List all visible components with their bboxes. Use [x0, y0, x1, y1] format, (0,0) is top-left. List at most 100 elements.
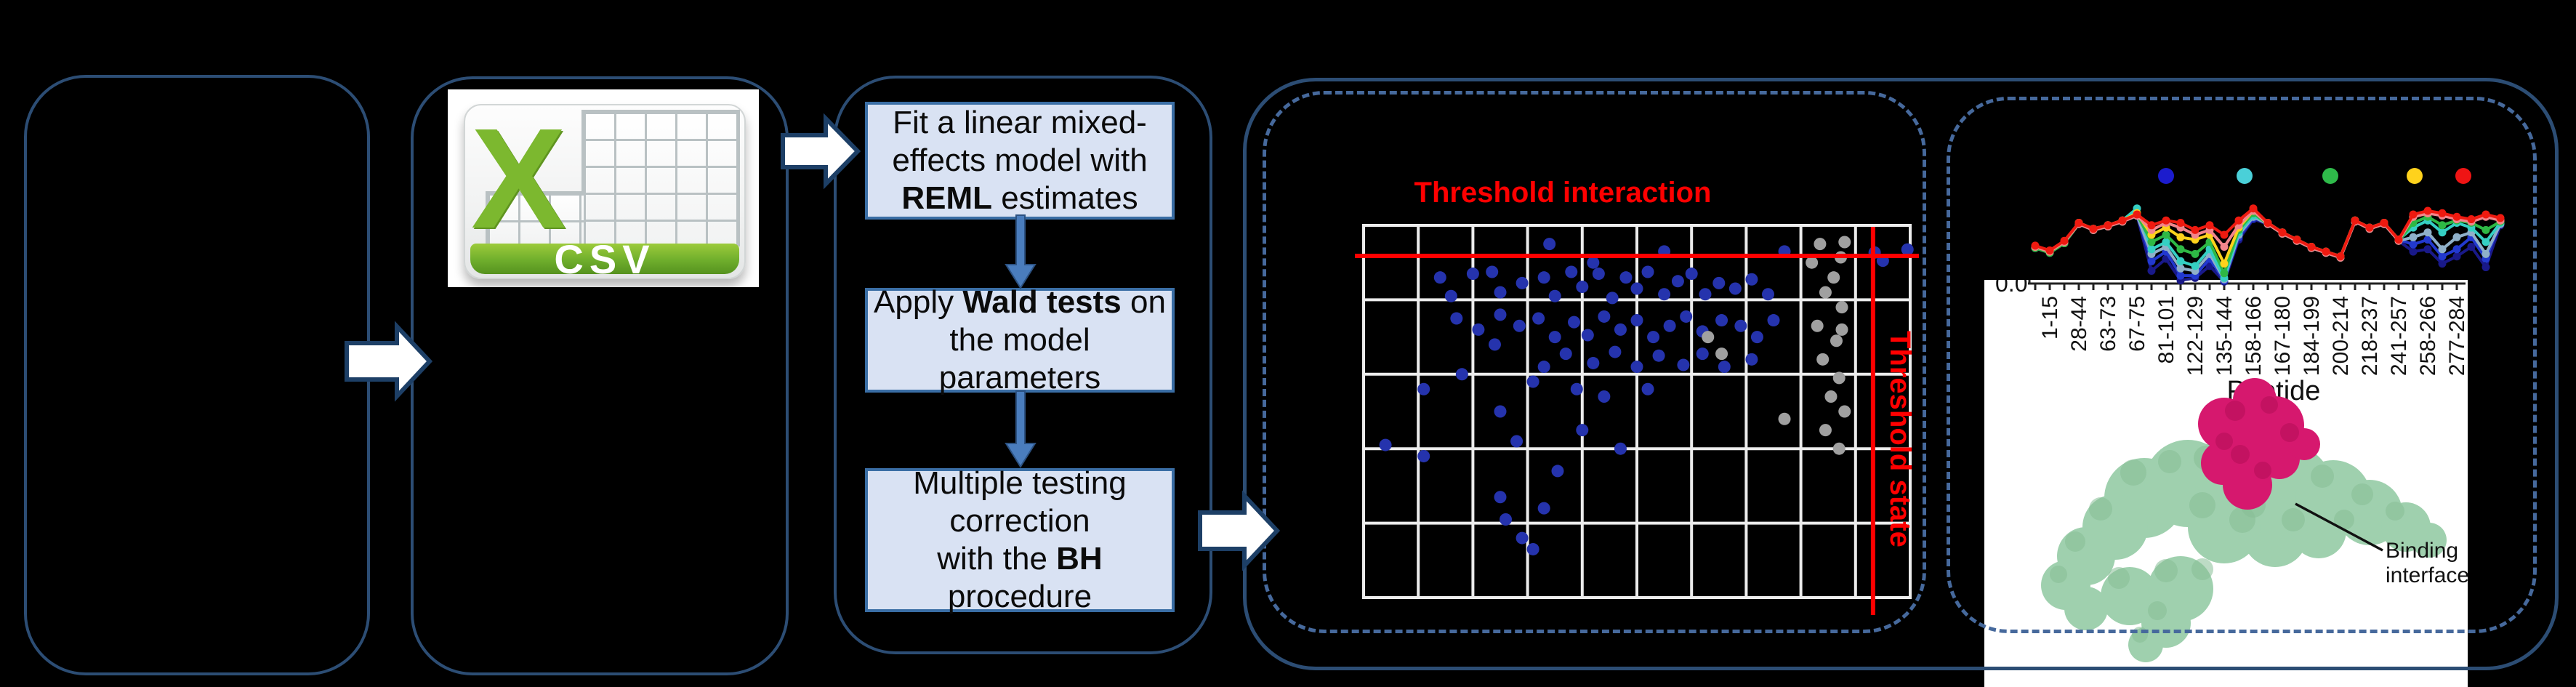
flow-step-line: Apply Wald tests on — [874, 284, 1166, 321]
scatter-point-significant — [1614, 442, 1627, 455]
flow-step-bh: Multiple testing correction with the BH pr… — [865, 465, 1175, 614]
scatter-point-significant — [1494, 405, 1507, 418]
scatter-point-nonsignificant — [1715, 347, 1728, 361]
scatter-point-nonsignificant — [1778, 412, 1791, 425]
flow-down-arrow-1 — [1005, 214, 1037, 289]
scatter-point-significant — [1379, 438, 1392, 451]
scatter-point-nonsignificant — [1832, 442, 1846, 455]
scatter-point-significant — [1767, 314, 1780, 327]
scatter-point-significant — [1472, 323, 1485, 336]
binding-interface-pointer-line — [2295, 502, 2383, 552]
csv-card: X CSV — [464, 99, 746, 282]
scatter-point-significant — [1609, 345, 1622, 358]
interaction-scatter-plot: Threshold interaction Threshold state — [1355, 177, 1919, 615]
results-outer-box — [1243, 78, 2559, 670]
threshold-interaction-label: Threshold interaction — [1414, 177, 1712, 209]
scatter-point-significant — [1641, 382, 1654, 395]
peptide-tick-label: 1-15 — [2038, 296, 2062, 340]
scatter-point-nonsignificant — [1816, 353, 1830, 366]
peptide-tick-label: 28-44 — [2067, 296, 2091, 352]
scatter-point-significant — [1587, 356, 1600, 369]
scatter-point-nonsignificant — [1811, 319, 1824, 332]
scatter-point-significant — [1417, 382, 1430, 395]
scatter-point-significant — [1630, 314, 1643, 327]
scatter-point-significant — [1576, 280, 1589, 293]
scatter-point-significant — [1537, 361, 1550, 374]
scatter-point-significant — [1526, 375, 1539, 388]
peptide-tick-label: 167-180 — [2271, 296, 2295, 376]
peptide-tick-label: 218-237 — [2358, 296, 2382, 376]
scatter-point-significant — [1559, 347, 1572, 361]
legend-dot — [2158, 168, 2174, 184]
scatter-point-significant — [1494, 491, 1507, 504]
scatter-point-nonsignificant — [1806, 256, 1819, 269]
scatter-point-significant — [1750, 331, 1763, 344]
scatter-point-significant — [1516, 531, 1529, 545]
scatter-point-significant — [1466, 268, 1479, 281]
block-arrow-2 — [781, 113, 861, 190]
scatter-point-significant — [1901, 243, 1914, 256]
block-arrow-3 — [1198, 490, 1281, 571]
stage-box-3-stats — [834, 76, 1212, 654]
scatter-point-significant — [1526, 542, 1539, 555]
csv-grid-large — [581, 110, 740, 246]
scatter-point-significant — [1761, 288, 1774, 301]
binding-interface-label-line1: Binding — [2386, 539, 2458, 563]
scatter-point-significant — [1532, 312, 1545, 325]
scatter-point-significant — [1715, 314, 1728, 327]
uptake-series-red — [2031, 204, 2505, 261]
scatter-point-significant — [1581, 329, 1594, 342]
peptide-axis-and-protein: 0.0 1-15 28-44 63-73 67-75 81-101 122-129 135-1… — [1995, 280, 2468, 662]
uptake-line-chart — [2031, 168, 2505, 286]
scatter-point-significant — [1510, 435, 1524, 448]
scatter-point-significant — [1728, 282, 1742, 295]
scatter-point-significant — [1658, 288, 1671, 301]
scatter-point-significant — [1641, 265, 1654, 278]
y-axis-tick-0: 0.0 — [1995, 280, 2027, 297]
peptide-tick-label: 67-75 — [2125, 296, 2149, 352]
scatter-point-significant — [1537, 502, 1550, 515]
csv-file-image: X CSV — [448, 89, 759, 287]
scatter-point-significant — [1680, 310, 1693, 323]
result-box-scatter — [1263, 91, 1926, 633]
peptide-tick-label: 135-144 — [2213, 296, 2237, 376]
scatter-point-significant — [1598, 310, 1611, 323]
scatter-point-significant — [1630, 361, 1643, 374]
scatter-point-significant — [1486, 265, 1499, 278]
scatter-point-significant — [1548, 331, 1561, 344]
peptide-tick-label: 63-73 — [2096, 296, 2120, 352]
flow-step-line: Multiple testing — [913, 465, 1127, 502]
scatter-point-significant — [1494, 286, 1507, 299]
flow-down-arrow-2 — [1005, 390, 1037, 468]
scatter-point-significant — [1663, 319, 1676, 332]
scatter-point-nonsignificant — [1827, 271, 1840, 284]
scatter-point-significant — [1494, 308, 1507, 321]
legend-dot — [2455, 168, 2471, 184]
scatter-point-significant — [1500, 513, 1513, 526]
flow-step-line: the model parameters — [938, 322, 1101, 395]
scatter-point-significant — [1417, 449, 1430, 462]
peptide-tick-label: 158-166 — [2242, 296, 2266, 376]
scatter-grid — [1362, 224, 1912, 599]
scatter-point-nonsignificant — [1814, 238, 1827, 251]
scatter-point-significant — [1734, 319, 1747, 332]
scatter-point-nonsignificant — [1819, 286, 1832, 299]
legend-dot — [2237, 168, 2253, 184]
scatter-point-significant — [1568, 316, 1581, 329]
peptide-tick-label: 184-199 — [2300, 296, 2324, 376]
scatter-point-significant — [1565, 265, 1578, 278]
peptide-tick-label: 241-257 — [2387, 296, 2411, 376]
scatter-point-significant — [1433, 271, 1446, 284]
scatter-point-nonsignificant — [1819, 424, 1832, 437]
csv-x-letter: X — [471, 99, 566, 258]
scatter-point-significant — [1671, 275, 1684, 288]
uptake-panel-background: 0.0 1-15 28-44 63-73 67-75 81-101 122-129 135-1… — [1984, 280, 2468, 687]
flow-step-reml: Fit a linear mixed-effects model with REM… — [865, 102, 1175, 220]
scatter-point-significant — [1598, 390, 1611, 403]
scatter-point-nonsignificant — [1832, 371, 1846, 385]
legend-dot — [2322, 168, 2338, 184]
flow-step-wald: Apply Wald tests on the model parameters — [865, 284, 1175, 395]
scatter-point-significant — [1677, 358, 1690, 371]
peptide-tick-label: 122-129 — [2183, 296, 2207, 376]
